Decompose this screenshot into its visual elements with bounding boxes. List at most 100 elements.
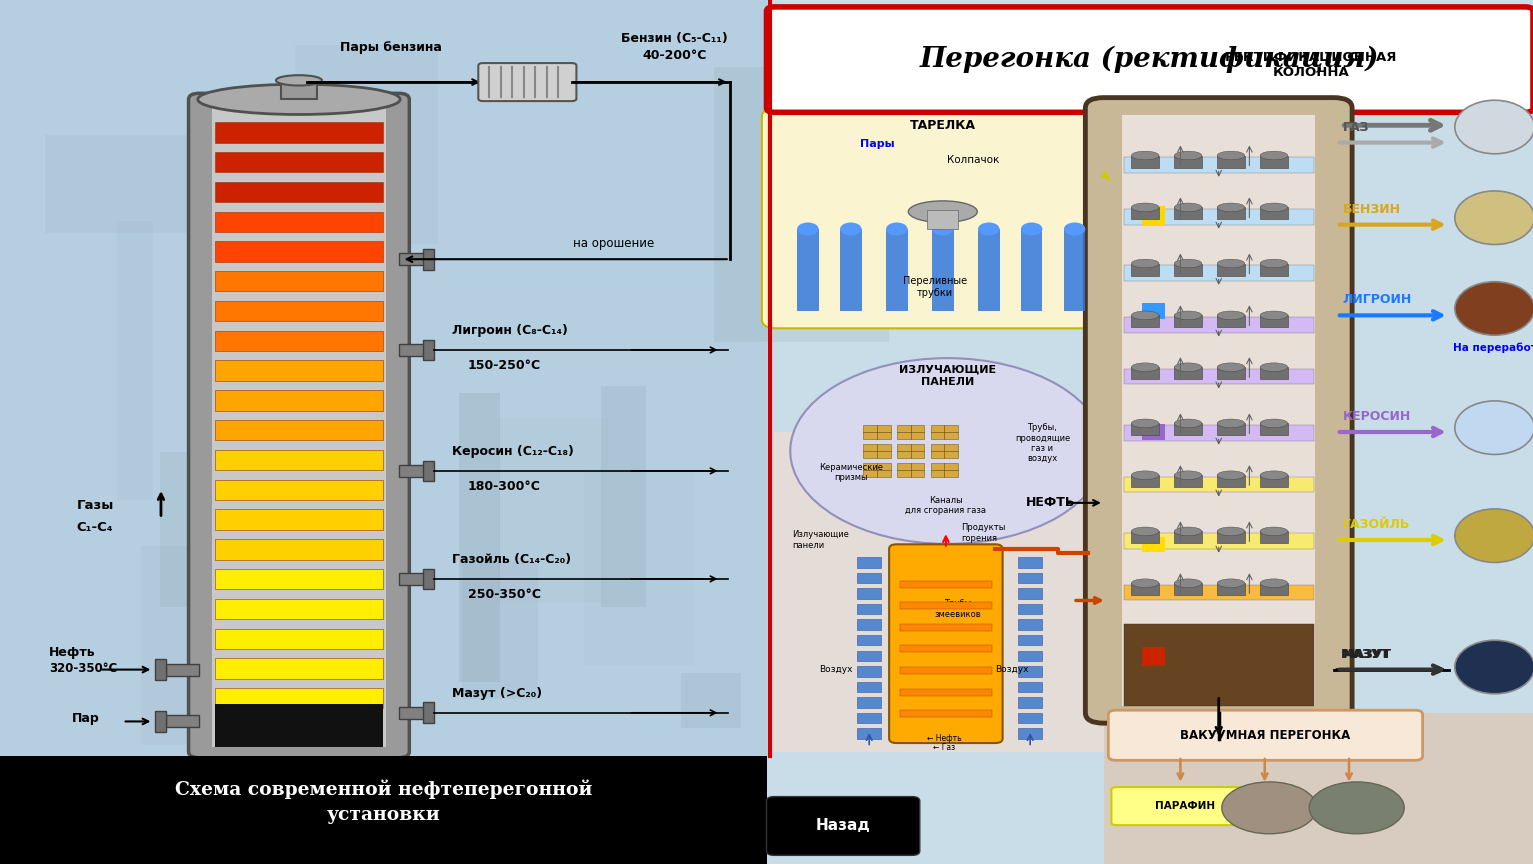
Bar (155, 711, 166, 732)
Ellipse shape (1174, 311, 1202, 320)
Bar (1217, 264, 1245, 276)
Bar (1142, 303, 1165, 319)
Text: Пар: Пар (72, 712, 100, 726)
Bar (423, 569, 434, 589)
Bar (1131, 156, 1159, 168)
Bar (900, 667, 992, 674)
Bar (932, 229, 954, 311)
Bar (423, 249, 434, 270)
Text: Керосин (С₁₂-С₁₈): Керосин (С₁₂-С₁₈) (452, 445, 575, 459)
Bar (863, 425, 891, 439)
Bar (1124, 624, 1314, 706)
Bar (978, 229, 1000, 311)
Ellipse shape (1131, 419, 1159, 428)
Text: С₁-С₄: С₁-С₄ (77, 520, 113, 534)
Bar (1217, 531, 1245, 543)
Bar (1122, 115, 1315, 706)
Bar (1260, 531, 1288, 543)
Text: 250-350°С: 250-350°С (468, 588, 541, 601)
Ellipse shape (791, 359, 1104, 544)
Bar (215, 658, 383, 679)
Ellipse shape (198, 85, 400, 115)
Text: Назад: Назад (816, 818, 871, 834)
Text: Газы: Газы (77, 499, 113, 512)
Bar (840, 229, 862, 311)
Bar (159, 452, 271, 607)
Bar (1124, 585, 1314, 600)
Ellipse shape (1260, 151, 1288, 160)
Bar (1142, 647, 1165, 666)
Bar (1124, 477, 1314, 492)
Bar (1018, 728, 1042, 739)
Bar (1174, 423, 1202, 435)
Ellipse shape (1309, 782, 1404, 834)
Bar (1131, 207, 1159, 219)
Ellipse shape (1260, 527, 1288, 536)
Ellipse shape (1174, 363, 1202, 372)
Text: Колпачок: Колпачок (947, 155, 1000, 165)
Ellipse shape (1260, 419, 1288, 428)
Bar (215, 539, 383, 560)
Ellipse shape (1174, 203, 1202, 212)
Bar (900, 645, 992, 652)
Bar (1131, 264, 1159, 276)
Bar (900, 602, 992, 609)
Bar (857, 713, 881, 723)
Bar (900, 689, 992, 696)
Bar (1142, 206, 1165, 226)
Bar (857, 588, 881, 599)
Bar (1174, 583, 1202, 595)
Bar (215, 391, 383, 410)
Bar (215, 480, 383, 500)
Bar (215, 510, 383, 530)
Bar (215, 271, 383, 291)
Bar (1217, 423, 1245, 435)
Text: Перегонка (ректификация): Перегонка (ректификация) (920, 46, 1380, 73)
Bar (423, 702, 434, 723)
Bar (423, 461, 434, 481)
Ellipse shape (1217, 311, 1245, 320)
FancyBboxPatch shape (766, 797, 920, 855)
Text: Нефть: Нефть (49, 645, 95, 659)
Bar (294, 45, 437, 244)
Text: НЕФТЬ: НЕФТЬ (1026, 496, 1075, 510)
Ellipse shape (1455, 191, 1533, 245)
Ellipse shape (1260, 471, 1288, 480)
Bar (797, 229, 819, 311)
Bar (1124, 157, 1314, 173)
Text: Трубы
змеевиков: Трубы змеевиков (935, 600, 981, 619)
Bar (1260, 367, 1288, 379)
Bar (857, 557, 881, 568)
Text: 40-200°С: 40-200°С (642, 48, 707, 62)
Bar (215, 331, 383, 351)
Ellipse shape (1131, 151, 1159, 160)
Bar (927, 210, 958, 229)
Bar (215, 628, 383, 649)
Bar (1018, 604, 1042, 614)
Bar (399, 344, 426, 356)
Bar (215, 212, 383, 232)
Bar (498, 417, 609, 602)
Ellipse shape (1021, 223, 1042, 236)
Bar (857, 651, 881, 661)
Bar (1018, 682, 1042, 692)
Ellipse shape (1131, 259, 1159, 268)
Text: РЕКТИФИКАЦИОННАЯ
КОЛОННА: РЕКТИФИКАЦИОННАЯ КОЛОННА (1225, 50, 1397, 79)
Bar (1174, 315, 1202, 327)
Bar (1260, 156, 1288, 168)
Ellipse shape (1131, 311, 1159, 320)
Ellipse shape (1455, 509, 1533, 562)
Bar (931, 425, 958, 439)
Bar (857, 619, 881, 630)
Bar (900, 624, 992, 631)
Ellipse shape (1217, 363, 1245, 372)
Ellipse shape (276, 75, 322, 86)
Text: Пары: Пары (860, 139, 894, 149)
Bar (886, 229, 908, 311)
Bar (399, 465, 426, 477)
Text: Пары бензина: Пары бензина (340, 41, 442, 54)
FancyBboxPatch shape (189, 93, 409, 758)
Bar (1124, 317, 1314, 333)
Bar (1131, 475, 1159, 487)
Bar (1174, 531, 1202, 543)
